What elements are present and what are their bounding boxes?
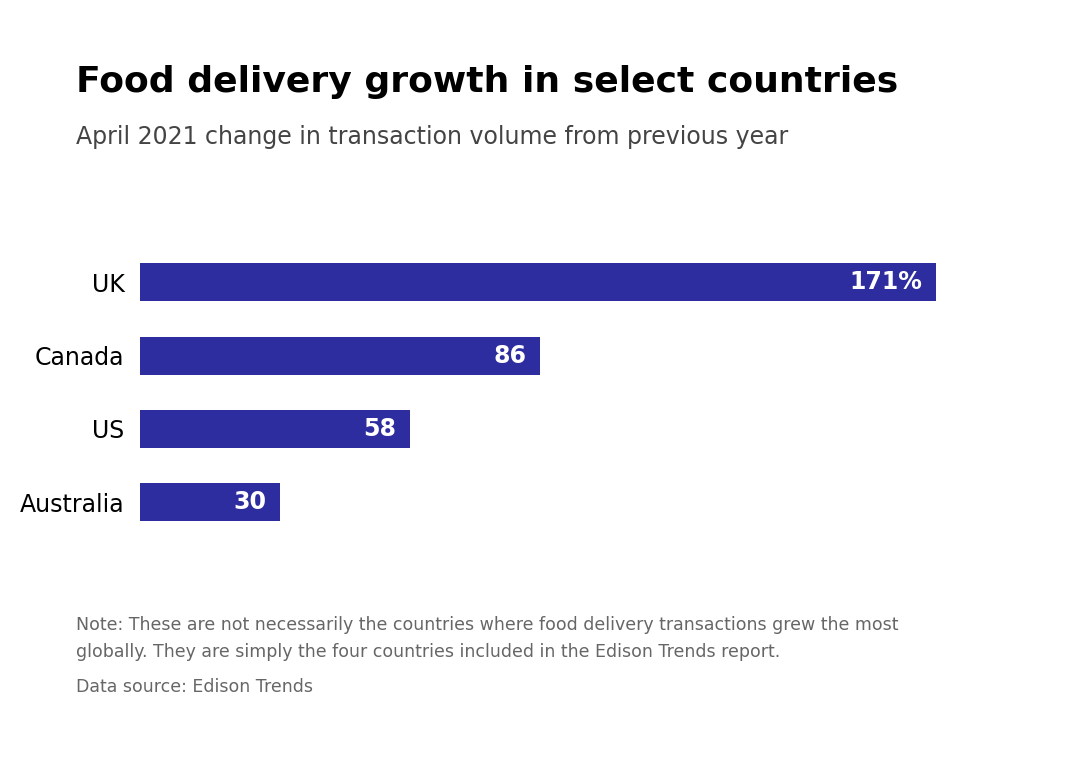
Bar: [140, 263, 936, 301]
Text: 58: 58: [363, 417, 396, 441]
Text: 171%: 171%: [849, 270, 922, 294]
Text: Data source: Edison Trends: Data source: Edison Trends: [76, 678, 312, 695]
Bar: [140, 336, 540, 375]
Text: Food delivery growth in select countries: Food delivery growth in select countries: [76, 65, 897, 99]
Bar: [140, 484, 280, 521]
Bar: [140, 410, 410, 448]
Text: April 2021 change in transaction volume from previous year: April 2021 change in transaction volume …: [76, 125, 787, 149]
Text: 86: 86: [494, 343, 527, 367]
Text: globally. They are simply the four countries included in the Edison Trends repor: globally. They are simply the four count…: [76, 643, 780, 661]
Text: Note: These are not necessarily the countries where food delivery transactions g: Note: These are not necessarily the coun…: [76, 616, 899, 634]
Text: 30: 30: [233, 490, 266, 514]
